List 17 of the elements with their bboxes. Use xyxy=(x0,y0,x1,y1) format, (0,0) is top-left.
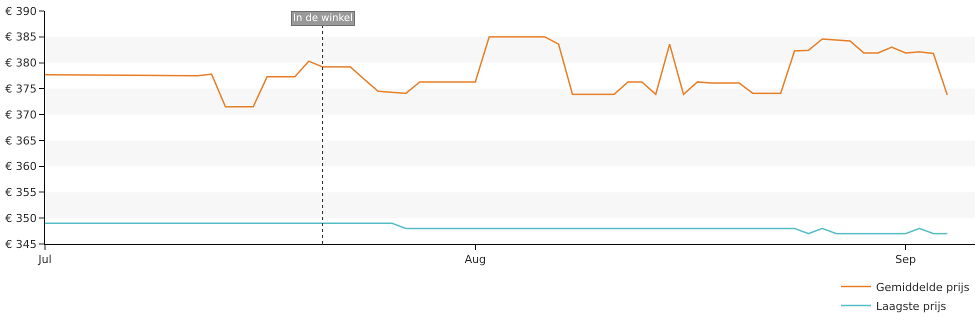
y-tick-label: € 345 xyxy=(5,238,37,251)
y-tick-label: € 355 xyxy=(5,186,37,200)
x-tick-label: Sep xyxy=(895,253,916,266)
ref-line-label: In de winkel xyxy=(293,13,353,24)
y-tick-label: € 365 xyxy=(5,134,37,148)
y-tick-label: € 390 xyxy=(5,4,37,18)
x-tick-label: Aug xyxy=(464,253,486,266)
y-tick-label: € 360 xyxy=(5,160,37,174)
legend-label: Laagste prijs xyxy=(876,300,947,313)
line-series xyxy=(45,36,948,108)
legend-label: Gemiddelde prijs xyxy=(876,280,970,294)
y-tick-label: € 350 xyxy=(5,212,37,225)
x-tick-label: Jul xyxy=(37,253,52,266)
y-tick-label: € 385 xyxy=(5,30,37,44)
y-tick-label: € 375 xyxy=(5,82,37,96)
y-tick-label: € 370 xyxy=(5,108,37,122)
y-tick-label: € 380 xyxy=(5,56,37,70)
